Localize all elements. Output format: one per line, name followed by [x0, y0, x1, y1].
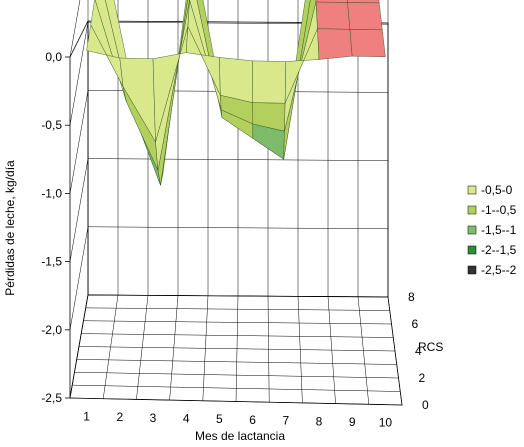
x-tick-label: 3	[150, 411, 157, 425]
x-tick-label: 4	[183, 411, 190, 425]
legend-swatch	[467, 205, 477, 215]
legend: -0,5-0 -1--0,5 -1,5--1 -2--1,5 -2,5--2	[467, 183, 517, 277]
y-tick-label: -1,0	[41, 186, 62, 200]
y-tick-label: -2,5	[41, 391, 62, 405]
x-tick-label: 10	[379, 416, 393, 430]
x-axis-label: Mes de lactancia	[195, 429, 285, 443]
side-gridline	[69, 226, 89, 330]
y-tick-label: -0,5	[41, 118, 62, 132]
surface-cell	[317, 28, 353, 60]
legend-label: -1,5--1	[481, 223, 517, 237]
surface-cell	[252, 60, 287, 104]
z-tick-label: 0	[422, 398, 429, 412]
z-axis-label: RCS	[418, 340, 443, 354]
side-gridline	[69, 22, 89, 126]
legend-swatch	[467, 245, 477, 255]
surface-cell	[349, 29, 386, 58]
floor-gridline-z	[74, 372, 399, 379]
x-tick-label: 8	[316, 414, 323, 428]
y-tick-label: 0,0	[45, 50, 62, 64]
x-tick-label: 5	[216, 412, 223, 426]
y-tick-label: -2,0	[41, 323, 62, 337]
legend-label: -2,5--2	[481, 263, 517, 277]
legend-swatch	[467, 225, 477, 235]
floor-gridline-z	[78, 346, 396, 352]
x-tick-label: 9	[349, 415, 356, 429]
legend-label: -2--1,5	[481, 243, 517, 257]
y-tick-label: -1,5	[41, 255, 62, 269]
surface-mesh	[86, 0, 386, 186]
surface-cell	[315, 1, 351, 30]
floor-gridline-z	[83, 320, 392, 325]
x-tick-label: 2	[116, 410, 123, 424]
floor-gridline-z	[85, 307, 390, 311]
chart-floor	[69, 294, 403, 406]
z-tick-label: 4	[415, 344, 422, 358]
z-tick-label: 2	[419, 371, 426, 385]
legend-label: -1--0,5	[481, 203, 517, 217]
axes: 1 2 3 4 5 6 7 8 9 10 0 2 4 6 8	[83, 290, 429, 430]
side-gridline	[69, 0, 81, 58]
x-tick-label: 7	[282, 414, 289, 428]
z-tick-label: 8	[408, 290, 415, 304]
floor-gridline-z	[76, 359, 397, 365]
x-tick-label: 6	[249, 413, 256, 427]
floor-gridline-z	[69, 397, 403, 406]
z-tick-label: 6	[412, 317, 419, 331]
floor-gridline-z	[87, 294, 389, 298]
side-gridline	[69, 90, 89, 194]
surface-cell	[347, 2, 383, 31]
legend-swatch	[467, 185, 477, 195]
legend-swatch	[467, 265, 477, 275]
floor-gridline-z	[81, 333, 394, 338]
x-tick-label: 1	[83, 409, 90, 423]
side-gridline	[69, 158, 89, 262]
floor-gridline-z	[72, 384, 401, 392]
y-axis-label: Pérdidas de leche, kg/día	[3, 160, 17, 296]
surface-cell	[219, 57, 253, 103]
legend-label: -0,5-0	[481, 183, 513, 197]
